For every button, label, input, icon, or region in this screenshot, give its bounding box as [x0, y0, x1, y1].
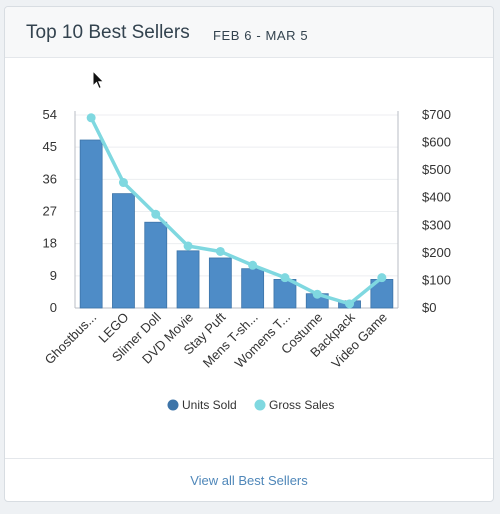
- chart-legend: Units Sold Gross Sales: [167, 398, 334, 412]
- bar-units-sold[interactable]: [79, 139, 103, 309]
- chart-svg: 0 9 18 27 36 45 54 $0 $100 $200 $300 $400 $500 $600 $7…: [42, 107, 451, 412]
- point-gross-sales[interactable]: [377, 273, 387, 283]
- x-tick-label: Ghostbus...: [42, 310, 100, 368]
- y-left-tick-label: 45: [43, 139, 57, 154]
- y-left-tick-label: 9: [50, 268, 57, 283]
- date-range: FEB 6 - MAR 5: [213, 28, 309, 43]
- y-left-tick-label: 36: [43, 171, 57, 186]
- point-gross-sales[interactable]: [345, 299, 355, 309]
- y-left-tick-label: 54: [43, 107, 57, 122]
- y-right-tick-label: $200: [422, 245, 451, 260]
- bar-units-sold[interactable]: [144, 221, 168, 309]
- y-right-tick-label: $0: [422, 300, 436, 315]
- point-gross-sales[interactable]: [86, 113, 96, 123]
- y-left-tick-label: 18: [43, 236, 57, 251]
- legend-gross-sales-label[interactable]: Gross Sales: [269, 398, 334, 412]
- best-sellers-chart: 0 9 18 27 36 45 54 $0 $100 $200 $300 $400 $500 $600 $7…: [5, 58, 493, 460]
- view-all-best-sellers-link[interactable]: View all Best Sellers: [190, 472, 308, 488]
- legend-units-sold-icon: [167, 399, 179, 411]
- bar-units-sold[interactable]: [176, 250, 200, 309]
- best-sellers-card: Top 10 Best Sellers FEB 6 - MAR 5 0 9 18 27…: [4, 6, 494, 502]
- legend-gross-sales-icon: [254, 399, 266, 411]
- y-right-tick-label: $300: [422, 217, 451, 232]
- y-right-tick-label: $500: [422, 162, 451, 177]
- point-gross-sales[interactable]: [280, 273, 290, 283]
- y-left-tick-label: 27: [43, 204, 57, 219]
- y-right-tick-label: $100: [422, 272, 451, 287]
- card-header: Top 10 Best Sellers FEB 6 - MAR 5: [5, 7, 493, 58]
- bar-units-sold[interactable]: [208, 257, 232, 309]
- line-gross-sales: [89, 116, 383, 306]
- mouse-cursor-icon: [92, 70, 105, 90]
- point-gross-sales[interactable]: [183, 241, 193, 251]
- card-footer: View all Best Sellers: [5, 458, 493, 501]
- legend-units-sold-label[interactable]: Units Sold: [182, 398, 237, 412]
- y-left-tick-label: 0: [50, 300, 57, 315]
- bar-units-sold[interactable]: [273, 279, 297, 309]
- point-gross-sales[interactable]: [215, 246, 225, 256]
- card-title: Top 10 Best Sellers: [26, 22, 190, 43]
- point-gross-sales[interactable]: [118, 178, 128, 188]
- y-right-tick-label: $600: [422, 135, 451, 150]
- y-right-tick-label: $400: [422, 190, 451, 205]
- point-gross-sales[interactable]: [312, 289, 322, 299]
- bar-units-sold[interactable]: [241, 268, 265, 309]
- bar-units-sold[interactable]: [112, 193, 135, 309]
- point-gross-sales[interactable]: [151, 209, 161, 219]
- point-gross-sales[interactable]: [248, 260, 258, 270]
- y-right-tick-label: $700: [422, 107, 451, 122]
